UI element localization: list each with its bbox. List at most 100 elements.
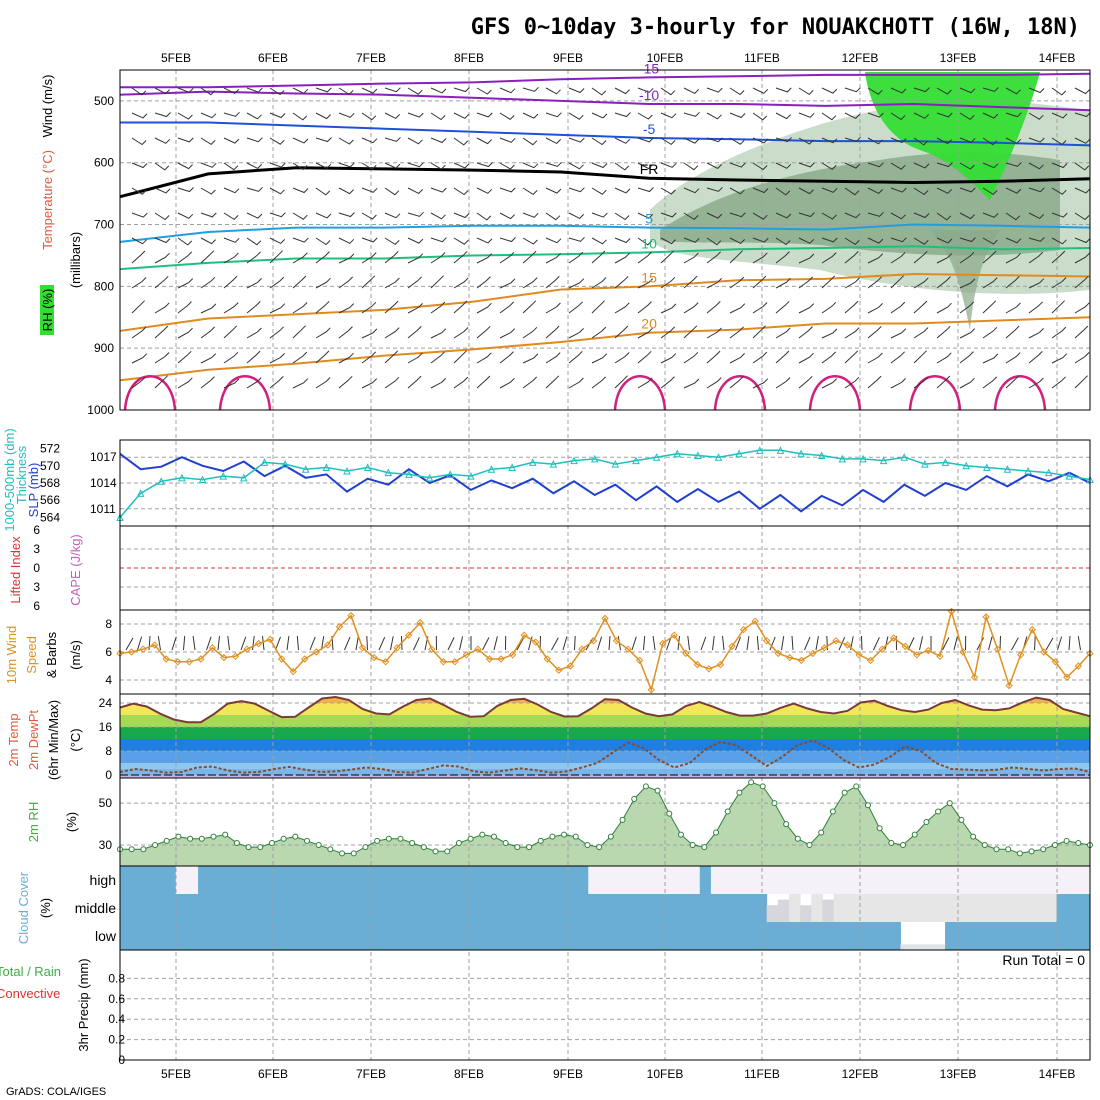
cloud-cell-high [1056,866,1069,894]
wind-barb [798,237,815,244]
wind-barb [683,351,699,364]
wind-speed-point [185,658,193,666]
surface-wind-barb [1068,635,1071,651]
wind-barb [982,277,998,289]
rh-point [175,833,182,840]
wind-barb [177,278,194,289]
wind-barb [1005,253,1021,264]
wind-barb [982,353,999,364]
temp-band [120,763,1090,769]
wind-barb [660,353,677,364]
wind-barb [844,327,860,339]
thickness-tick-label: 568 [40,476,60,490]
cloud-cell-low [989,922,1002,950]
wind-barb [821,237,838,243]
wind-barb [959,137,976,143]
cloud-cell-middle [309,894,322,922]
wind-barb [384,112,401,120]
wind-speed-point [1028,625,1036,634]
wind-barb [292,237,309,243]
slp-tick-label: 1014 [90,476,117,490]
surface-wind-barb [687,636,690,651]
wind-barb [867,237,884,244]
wind-barb [844,376,860,389]
cloud-cell-low [889,922,901,950]
wind-barb [476,137,492,145]
thickness-point [1024,466,1032,475]
wind-barb [752,162,768,171]
wind-barb [752,252,768,264]
wind-barb [706,87,723,93]
rh-point [1005,846,1012,853]
isotherm-warm-pocket [613,375,667,411]
wind-barb [177,162,193,170]
axis-title-2m-rh: 2m RH [26,802,41,842]
wind-speed-point [335,623,344,631]
cloud-cell-high [733,866,745,894]
rh-point [303,837,310,844]
rh-point [490,833,497,840]
wind-barb [913,137,929,146]
wind-barb [476,112,493,118]
wind-barb [522,137,538,146]
wind-barb [1051,162,1068,169]
cloud-cell-low [733,922,745,950]
wind-barb [131,187,147,195]
wind-barb [430,237,447,243]
wind-speed-point [358,644,367,652]
surface-wind-barb [988,636,993,651]
date-label-bottom: 8FEB [454,1067,484,1081]
cloud-cell-high [120,866,132,894]
wind-barb [338,112,355,118]
thickness-point [508,463,516,472]
cloud-cell-low [577,922,589,950]
wind-barb [982,250,997,264]
wind-barb [131,137,147,146]
cloud-cell-high [276,866,288,894]
cloud-cell-high [744,866,757,894]
cloud-cell-middle [409,894,422,922]
cloud-cell-high [722,866,734,894]
wind-barb [453,327,469,339]
cloud-cell-low [331,922,344,950]
wind-barb [499,351,514,364]
cloud-cell-low [342,922,355,950]
wind-speed-point [150,641,159,649]
wind-barb [1074,112,1091,118]
cloud-cell-low [120,922,132,950]
wind-barb [407,211,424,217]
wind-barb [453,277,469,289]
wind-barb [338,162,355,168]
surface-wind-barb [907,637,915,651]
cloud-cell-low [409,922,422,950]
thickness-point [384,468,393,477]
thickness-point [487,465,496,473]
rh-shade-column [930,230,1000,330]
surface-wind-barb [148,635,151,651]
wind-barb [591,250,606,264]
cloud-cell-high [443,866,455,894]
wind-barb [867,112,884,118]
cloud-cell-middle [521,894,534,922]
wind-barb [361,212,377,220]
cloud-cell-middle [1056,894,1069,922]
wind-barb [430,252,446,264]
wind-barb [1074,212,1090,221]
fill-layer [40,72,1091,950]
wind-barb [223,252,239,264]
date-label-bottom: 13FEB [940,1067,977,1081]
rh-point [257,844,264,851]
wind-barb [200,276,216,289]
cloud-cell-middle [945,894,957,922]
wind-barb [1074,352,1090,364]
rh-point [1063,837,1070,844]
wind-barb [798,352,814,364]
isotherm-label: -5 [643,121,656,137]
wind-barb [821,301,837,314]
wind-barb [1028,301,1043,314]
date-label-top: 7FEB [356,51,386,65]
cloud-cell-high [565,866,578,894]
wind-speed-point [901,642,909,651]
surface-wind-barb [804,636,811,651]
cloud-cell-high [632,866,645,894]
